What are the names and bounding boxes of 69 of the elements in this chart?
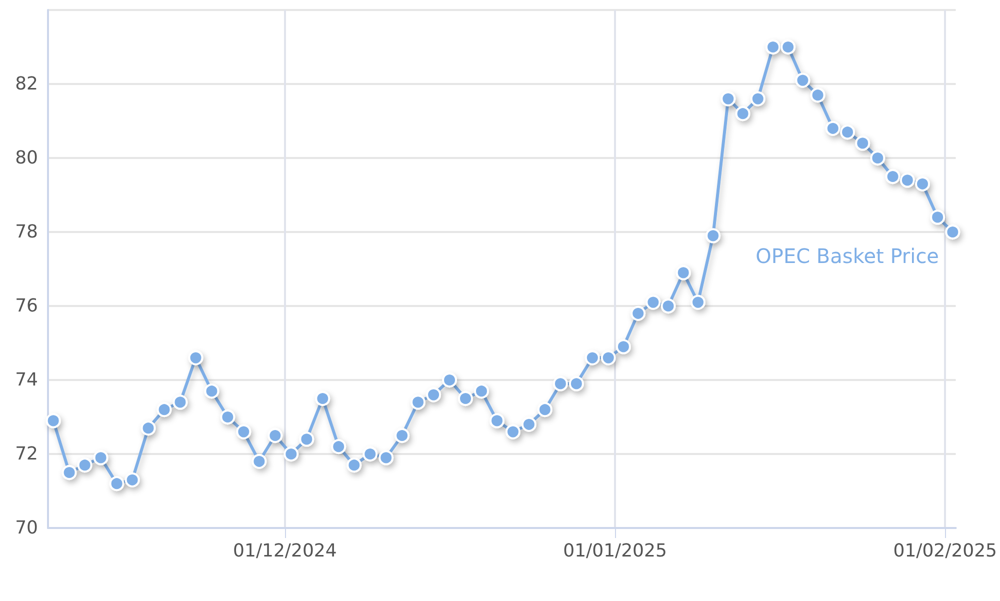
- x-tick-label: 01/12/2024: [233, 540, 337, 562]
- point: [474, 384, 489, 399]
- point: [442, 372, 458, 388]
- point: [900, 172, 915, 188]
- point: [410, 394, 426, 410]
- point: [915, 176, 930, 192]
- point: [268, 428, 283, 443]
- x-tick-label: 01/02/2025: [893, 540, 997, 562]
- point: [720, 91, 736, 106]
- point: [331, 439, 346, 454]
- y-tick-label: 78: [15, 222, 38, 242]
- point: [252, 454, 267, 469]
- point: [600, 350, 616, 366]
- point: [124, 472, 140, 488]
- point: [315, 391, 330, 406]
- point: [284, 446, 299, 462]
- point: [855, 136, 870, 151]
- point: [646, 294, 661, 310]
- point: [676, 265, 691, 280]
- point: [795, 72, 810, 88]
- point: [236, 424, 252, 440]
- point: [584, 350, 600, 366]
- point: [204, 384, 220, 399]
- point: [188, 350, 204, 366]
- point: [840, 124, 856, 140]
- y-tick-label: 74: [15, 370, 38, 390]
- point: [552, 376, 568, 392]
- point: [660, 298, 676, 314]
- point: [346, 458, 362, 473]
- point: [706, 228, 721, 244]
- point: [690, 294, 706, 310]
- point: [220, 410, 236, 424]
- point: [870, 150, 886, 166]
- point: [750, 91, 766, 106]
- point: [426, 387, 442, 402]
- point: [810, 88, 826, 103]
- point: [394, 428, 410, 443]
- point: [945, 224, 960, 240]
- point: [62, 465, 77, 480]
- point: [490, 413, 505, 428]
- point: [780, 40, 796, 54]
- point: [458, 391, 474, 406]
- point: [299, 432, 314, 447]
- point: [172, 394, 188, 410]
- point: [77, 458, 92, 473]
- point: [362, 446, 378, 462]
- y-tick-label: 72: [15, 444, 38, 464]
- y-tick-label: 76: [15, 296, 38, 316]
- point: [630, 306, 646, 321]
- point: [156, 402, 172, 418]
- y-tick-label: 70: [15, 518, 38, 538]
- point: [930, 210, 946, 225]
- point: [46, 413, 61, 428]
- point: [616, 339, 631, 354]
- point: [93, 450, 108, 466]
- x-tick-label: 01/01/2025: [563, 540, 667, 562]
- point: [825, 120, 840, 136]
- point: [735, 106, 750, 122]
- point: [140, 420, 156, 436]
- point: [109, 476, 124, 492]
- point: [505, 424, 520, 440]
- y-tick-label: 82: [15, 74, 38, 94]
- y-tick-label: 80: [15, 148, 38, 168]
- series-label: OPEC Basket Price: [756, 244, 939, 268]
- point: [568, 376, 584, 392]
- point: [885, 169, 900, 184]
- point: [378, 450, 394, 466]
- point: [521, 416, 536, 432]
- point: [537, 402, 552, 418]
